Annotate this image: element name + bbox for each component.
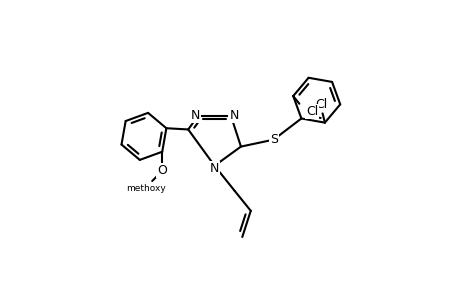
Text: O: O [157,164,167,178]
Text: N: N [209,162,219,175]
Text: N: N [229,109,238,122]
Text: Cl: Cl [305,105,318,118]
Text: N: N [190,109,200,122]
Text: S: S [269,133,277,146]
Text: methoxy: methoxy [125,184,165,193]
Text: Cl: Cl [315,98,327,111]
